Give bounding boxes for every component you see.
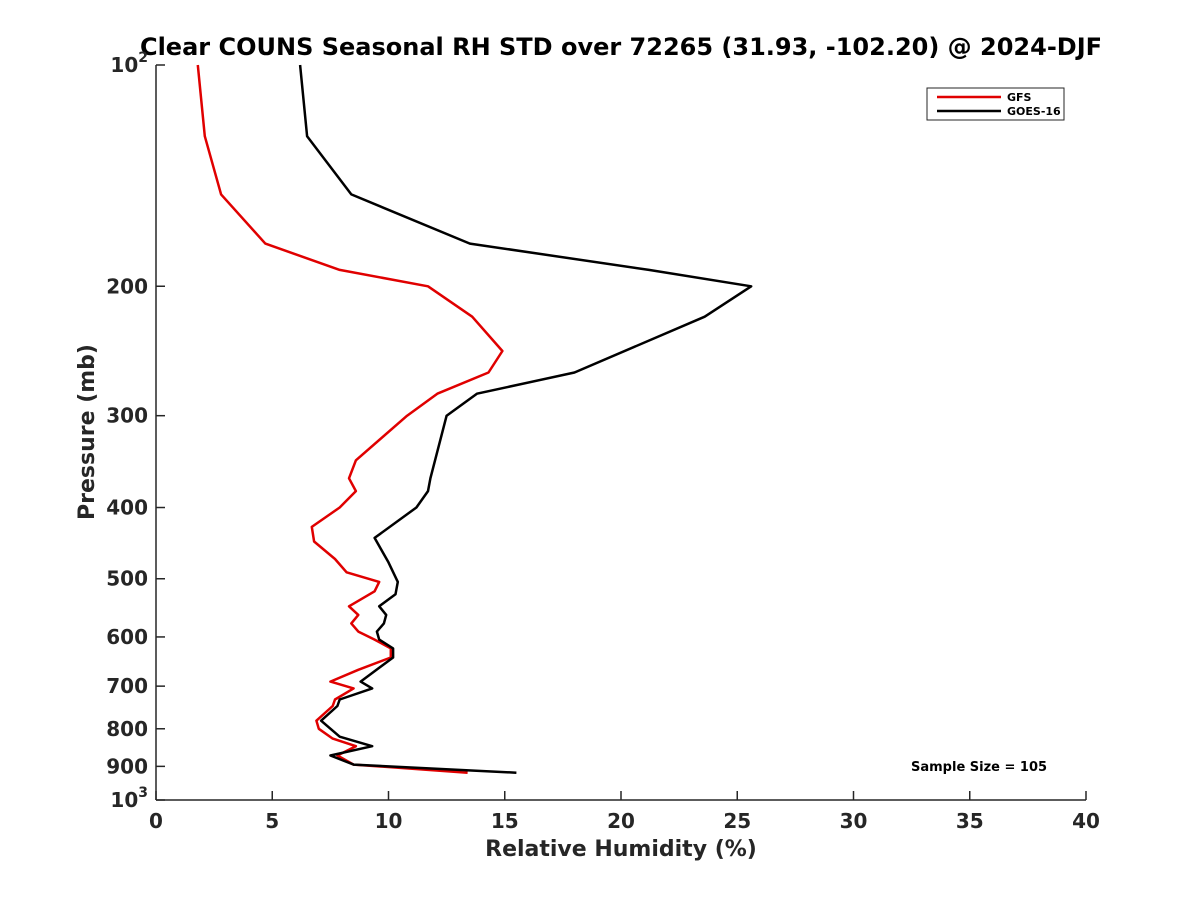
x-tick-label: 0: [149, 809, 163, 833]
series-layer: [196, 64, 753, 774]
series-line-goes16: [298, 64, 753, 774]
x-tick-label: 25: [723, 809, 751, 833]
y-tick-label: 400: [106, 496, 148, 520]
x-tick-label: 10: [375, 809, 403, 833]
series-line-gfs: [196, 64, 504, 774]
y-tick-label: 103: [110, 785, 148, 812]
y-ticks: 102 200 300 400 500 600 700 800 900 103: [106, 50, 165, 812]
x-axis-label: Relative Humidity (%): [485, 837, 757, 862]
x-tick-label: 5: [265, 809, 279, 833]
plot-area: [155, 65, 1086, 801]
x-tick-label: 30: [840, 809, 868, 833]
legend-box: [926, 87, 1065, 121]
x-tick-label: 35: [956, 809, 984, 833]
legend: GFS GOES-16: [926, 87, 1065, 121]
y-tick-label: 102: [110, 50, 148, 77]
y-tick-label: 500: [106, 567, 148, 591]
legend-label-goes16: GOES-16: [1007, 105, 1061, 118]
sample-size-annotation: Sample Size = 105: [911, 760, 1047, 775]
y-tick-label: 300: [106, 404, 148, 428]
y-tick-label: 800: [106, 717, 148, 741]
y-tick-label: 900: [106, 754, 148, 778]
y-tick-label: 600: [106, 625, 148, 649]
x-ticks: 0 5 10 15 20 25 30 35 40: [149, 791, 1100, 833]
x-tick-label: 15: [491, 809, 519, 833]
y-tick-label: 700: [106, 674, 148, 698]
chart-title: Clear COUNS Seasonal RH STD over 72265 (…: [140, 33, 1102, 61]
legend-label-gfs: GFS: [1007, 91, 1032, 104]
x-tick-label: 20: [607, 809, 635, 833]
y-tick-label: 200: [106, 274, 148, 298]
y-axis-label: Pressure (mb): [75, 344, 100, 520]
x-tick-label: 40: [1072, 809, 1100, 833]
